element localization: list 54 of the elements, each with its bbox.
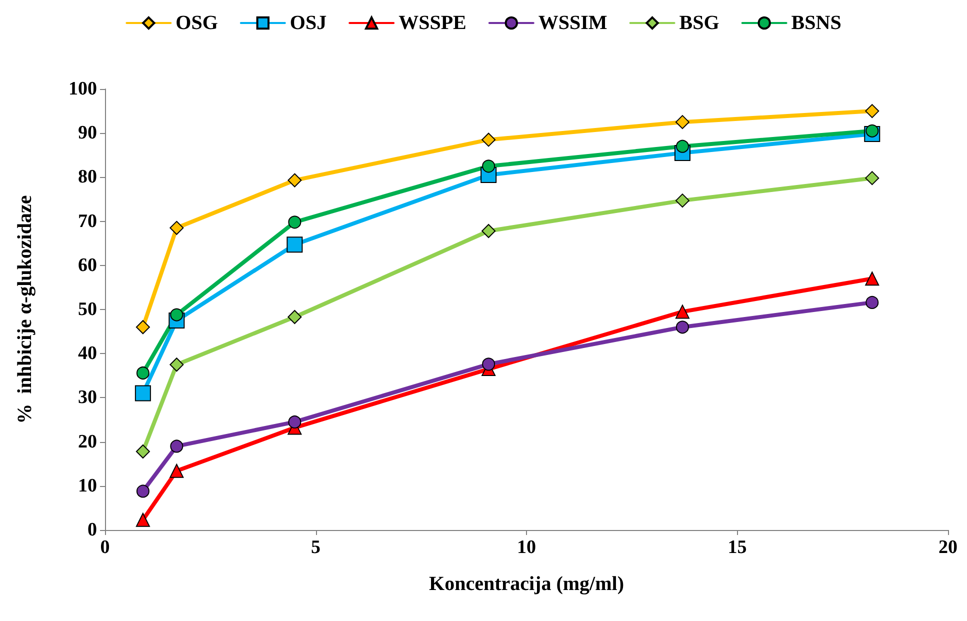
point [136,512,150,527]
point [865,272,880,286]
point [865,171,880,186]
point [482,224,496,238]
point [482,160,496,173]
y-tick-label: 80 [78,166,97,188]
point [482,132,496,147]
x-tick-label: 15 [728,537,747,558]
point [136,484,150,498]
legend-label: BSNS [791,12,842,34]
point [675,304,690,319]
point [288,216,302,229]
point [288,173,302,188]
point [676,320,689,334]
point [482,358,496,371]
y-tick-label: 40 [78,343,97,364]
y-axis-title: % inhbicije α-glukozidaze [14,195,36,424]
point [170,220,184,235]
point [170,464,184,478]
y-tick-label: 60 [78,254,97,276]
point [170,308,184,322]
x-axis-title: Koncentracija (mg/ml) [429,573,624,595]
legend-label: OSG [176,12,218,34]
point [286,236,303,253]
point [675,194,690,208]
y-tick-label: 90 [78,122,97,144]
point [866,296,879,309]
y-tick-label: 20 [78,431,97,452]
y-tick-label: 0 [88,520,97,540]
point [675,115,690,130]
y-tick-label: 30 [78,387,97,408]
point [288,415,302,428]
x-tick-label: 5 [311,537,320,558]
legend-label: OSJ [290,12,327,34]
x-tick-label: 10 [517,537,536,558]
legend-label: WSSIM [538,12,608,34]
point [866,124,879,138]
point [676,140,689,153]
legend-label: BSG [679,12,720,34]
y-tick-label: 50 [78,299,97,320]
point [288,310,302,324]
legend-label: WSSPE [398,12,466,34]
point [865,104,880,118]
y-tick-label: 10 [78,475,97,496]
point [136,444,150,458]
point [134,385,151,402]
point [136,320,150,334]
y-tick-label: 100 [68,78,97,100]
point [136,366,150,380]
point [170,440,184,453]
y-tick-label: 70 [78,210,97,232]
x-tick-label: 0 [100,537,110,558]
point [170,358,184,372]
x-tick-label: 20 [938,537,958,558]
